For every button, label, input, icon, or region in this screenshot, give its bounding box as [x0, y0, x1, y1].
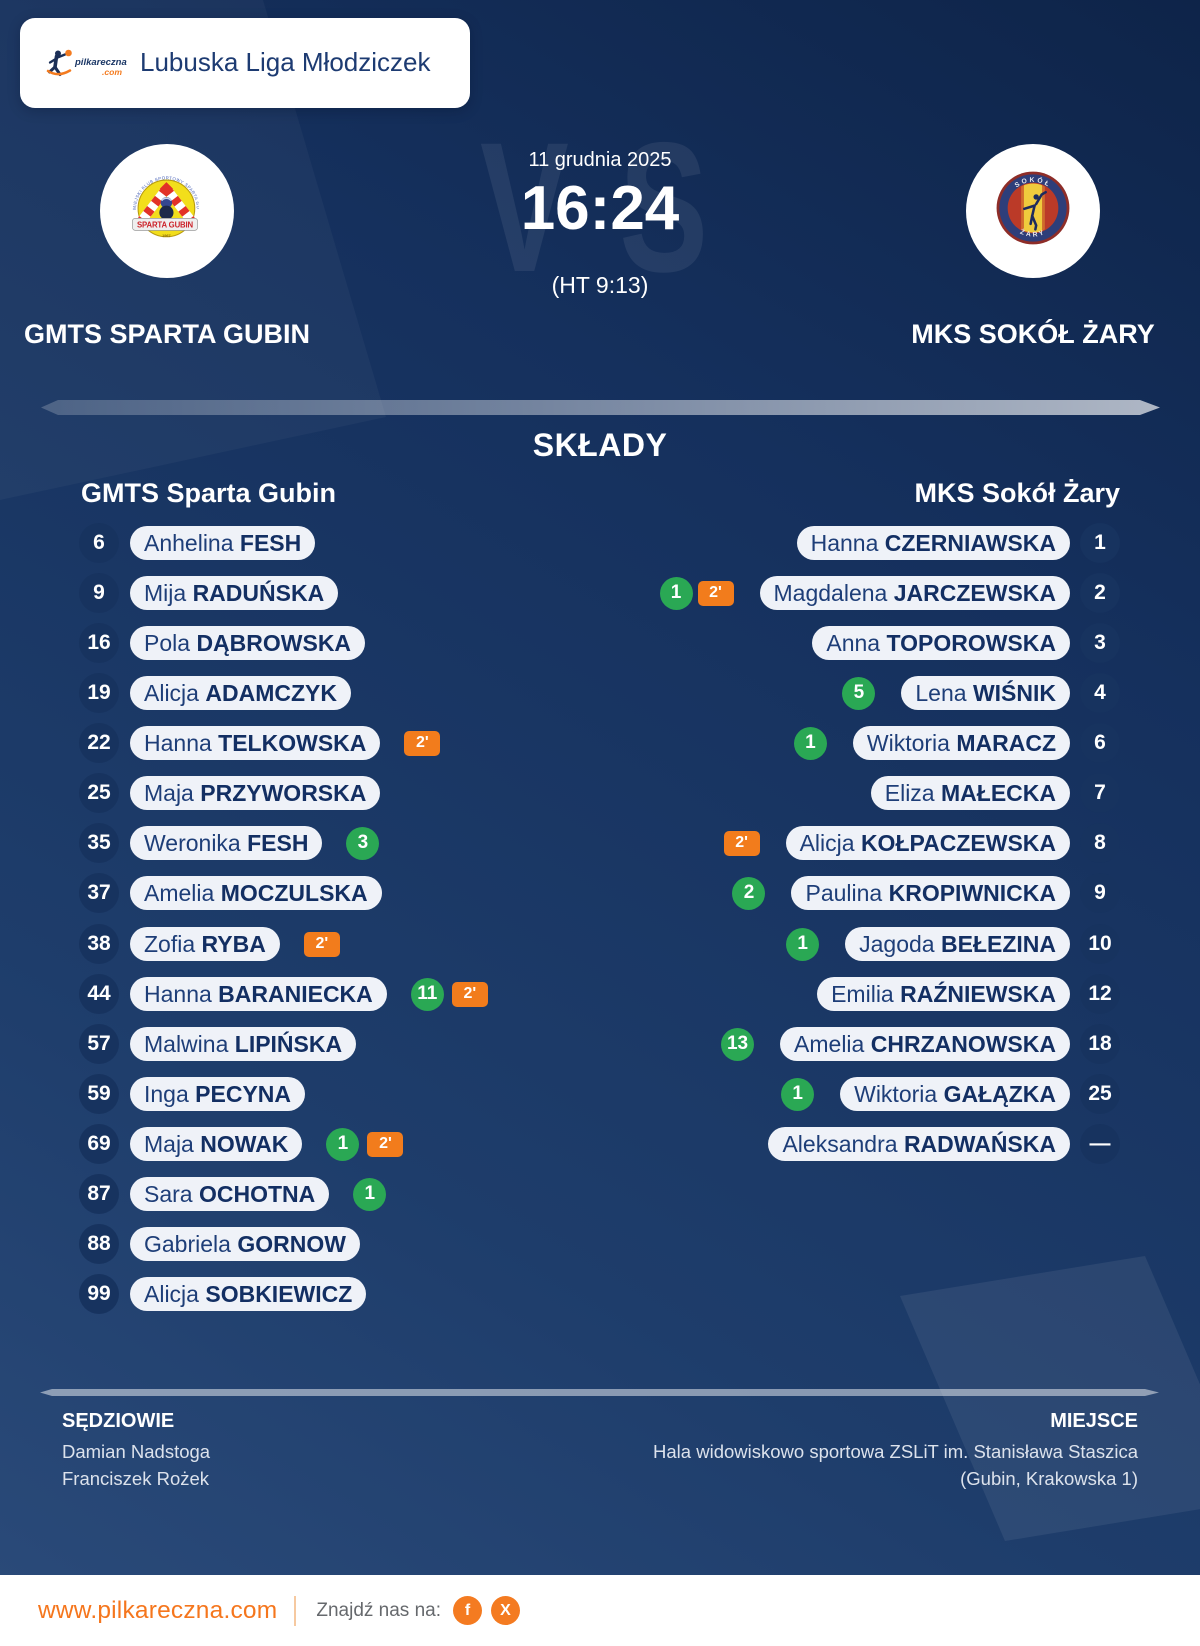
- svg-text:pilkareczna: pilkareczna: [74, 57, 127, 68]
- svg-text:.com: .com: [102, 67, 122, 77]
- svg-text:SPARTA GUBIN: SPARTA GUBIN: [137, 221, 194, 230]
- svg-text:ŻARY: ŻARY: [1019, 227, 1047, 239]
- svg-text:1967: 1967: [162, 233, 171, 238]
